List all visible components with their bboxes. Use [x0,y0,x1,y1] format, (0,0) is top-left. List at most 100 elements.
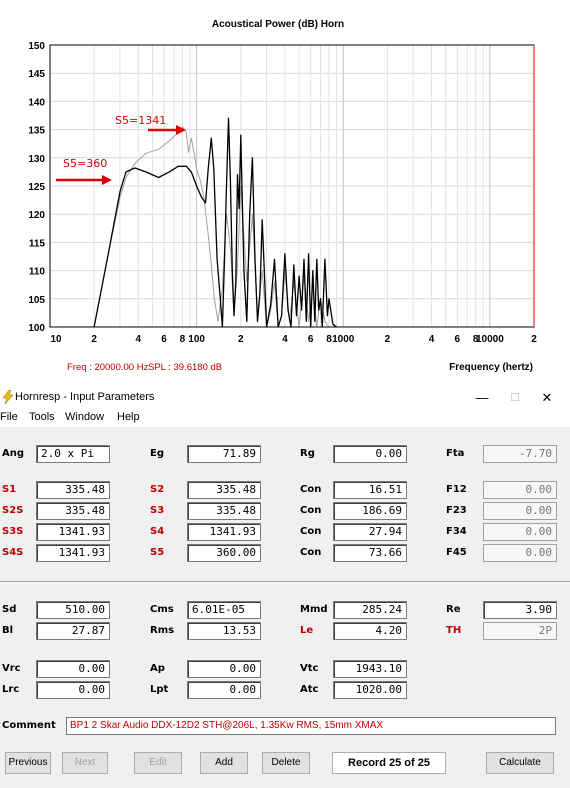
delete-button[interactable]: Delete [262,752,310,774]
chart-area: Acoustical Power (dB) Horn 100 105 110 115 1… [0,0,570,382]
label-fta: Fta [446,448,465,459]
label-f23: F23 [446,505,467,516]
label-con2: Con [300,505,322,516]
label-con1: Con [300,484,322,495]
label-s4: S4 [150,526,165,537]
lightning-bolt-icon [2,390,14,404]
window-title: Hornresp - Input Parameters [15,391,155,403]
field-con4[interactable]: 73.66 [333,544,407,562]
label-s3: S3 [150,505,165,516]
label-le: Le [300,625,314,636]
label-rms: Rms [150,625,175,636]
chart-title: Acoustical Power (dB) Horn [212,19,344,30]
y-tick-label: 120 [28,210,45,221]
field-con1[interactable]: 16.51 [333,481,407,499]
field-s2[interactable]: 335.48 [187,481,261,499]
menu-help[interactable]: Help [117,411,140,423]
field-atc[interactable]: 1020.00 [333,681,407,699]
y-tick-label: 125 [28,182,45,193]
label-ap: Ap [150,663,165,674]
field-f23[interactable]: 0.00 [483,502,557,520]
menu-tools[interactable]: Tools [29,411,55,423]
record-indicator: Record 25 of 25 [332,752,446,774]
y-tick-label: 100 [28,323,45,334]
label-atc: Atc [300,684,319,695]
field-s1[interactable]: 335.48 [36,481,110,499]
add-button[interactable]: Add [200,752,248,774]
field-con3[interactable]: 27.94 [333,523,407,541]
x-tick-label: 2 [385,334,391,345]
field-s4[interactable]: 1341.93 [187,523,261,541]
field-f12[interactable]: 0.00 [483,481,557,499]
field-mmd[interactable]: 285.24 [333,601,407,619]
label-ang: Ang [2,448,25,459]
field-s5[interactable]: 360.00 [187,544,261,562]
label-s1: S1 [2,484,17,495]
calculate-button[interactable]: Calculate [486,752,554,774]
field-con2[interactable]: 186.69 [333,502,407,520]
x-tick-label: 4 [135,334,141,345]
maximize-button[interactable]: ☐ [510,392,520,404]
acoustical-power-chart: Acoustical Power (dB) Horn 100 105 110 115 1… [28,19,537,373]
field-s2s[interactable]: 335.48 [36,502,110,520]
field-le[interactable]: 4.20 [333,622,407,640]
edit-button[interactable]: Edit [134,752,182,774]
series-line-s5360 [93,117,337,328]
field-bl[interactable]: 27.87 [36,622,110,640]
menu-window[interactable]: Window [65,411,105,423]
label-re: Re [446,604,461,615]
field-lpt[interactable]: 0.00 [187,681,261,699]
field-eg[interactable]: 71.89 [187,445,261,463]
annotation-s5-360-label: S5=360 [63,157,107,170]
series-line-s51341 [93,126,330,328]
field-vrc[interactable]: 0.00 [36,660,110,678]
x-tick-label: 8 [326,334,332,345]
label-cms: Cms [150,604,174,615]
field-rms[interactable]: 13.53 [187,622,261,640]
field-fta[interactable]: -7.70 [483,445,557,463]
label-s3s: S3S [2,526,24,537]
field-s3[interactable]: 335.48 [187,502,261,520]
field-re[interactable]: 3.90 [483,601,557,619]
field-s4s[interactable]: 1341.93 [36,544,110,562]
label-bl: Bl [2,625,14,636]
field-vtc[interactable]: 1943.10 [333,660,407,678]
next-button[interactable]: Next [62,752,108,774]
menu-file[interactable]: File [0,411,18,423]
x-axis-label: Frequency (hertz) [449,362,533,373]
label-con3: Con [300,526,322,537]
label-f45: F45 [446,547,467,558]
field-cms[interactable]: 6.01E-05 [187,601,261,619]
label-s4s: S4S [2,547,24,558]
x-tick-label: 2 [238,334,244,345]
label-lrc: Lrc [2,684,20,695]
comment-field[interactable]: BP1 2 Skar Audio DDX-12D2 STH@206L, 1.35… [66,717,556,735]
field-rg[interactable]: 0.00 [333,445,407,463]
label-s2: S2 [150,484,165,495]
field-f34[interactable]: 0.00 [483,523,557,541]
y-tick-label: 115 [29,238,46,249]
field-ang[interactable]: 2.0 x Pi [36,445,110,463]
x-tick-label: 100 [188,334,205,345]
field-f45[interactable]: 0.00 [483,544,557,562]
close-button[interactable]: ✕ [541,390,553,405]
previous-button[interactable]: Previous [5,752,51,774]
label-sd: Sd [2,604,17,615]
x-tick-label: 6 [455,334,461,345]
y-tick-label: 150 [28,41,45,52]
annotation-s5-1341: S5=1341 [115,114,186,135]
field-s3s[interactable]: 1341.93 [36,523,110,541]
x-tick-label: 6 [161,334,167,345]
window-titlebar[interactable]: Hornresp - Input Parameters — ☐ ✕ [0,387,570,409]
minimize-button[interactable]: — [475,390,489,405]
separator [0,581,570,583]
field-ap[interactable]: 0.00 [187,660,261,678]
field-sd[interactable]: 510.00 [36,601,110,619]
freq-readout: Freq : 20000.00 Hz [67,362,149,373]
label-mmd: Mmd [300,604,328,615]
label-s5: S5 [150,547,165,558]
field-th[interactable]: 2P [483,622,557,640]
field-lrc[interactable]: 0.00 [36,681,110,699]
label-f34: F34 [446,526,467,537]
y-tick-label: 135 [28,126,45,137]
